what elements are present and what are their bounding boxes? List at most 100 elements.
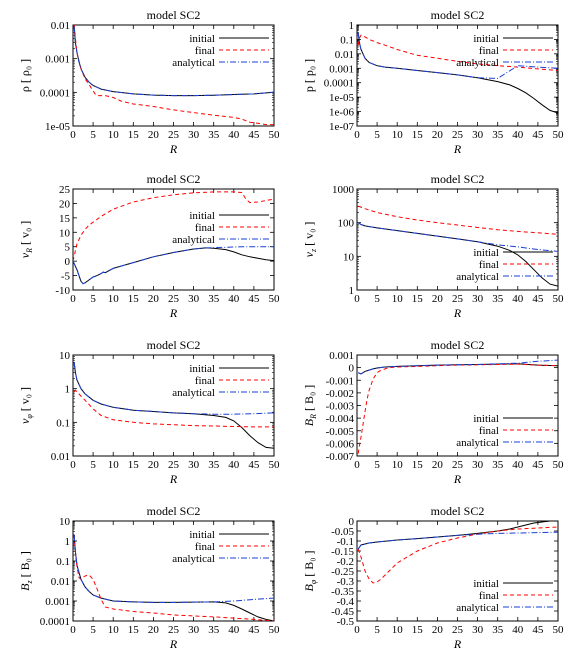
x-tick-label: 0 bbox=[70, 459, 76, 471]
y-tick-label: 0.01 bbox=[51, 451, 70, 463]
x-tick-label: 5 bbox=[374, 459, 380, 471]
legend-label-analytical: analytical bbox=[172, 387, 215, 399]
x-tick-label: 45 bbox=[248, 459, 260, 471]
series-line-initial bbox=[73, 534, 274, 621]
x-tick-label: 45 bbox=[248, 293, 260, 305]
series-line-final bbox=[357, 363, 558, 454]
x-tick-label: 45 bbox=[532, 129, 544, 141]
x-axis-label: R bbox=[453, 306, 462, 320]
y-tick-label: 1 bbox=[349, 20, 355, 32]
x-tick-label: 40 bbox=[228, 293, 240, 305]
series-line-initial bbox=[73, 247, 274, 285]
legend-label-analytical: analytical bbox=[456, 437, 499, 449]
x-tick-label: 30 bbox=[188, 624, 200, 636]
x-tick-label: 25 bbox=[452, 459, 464, 471]
x-tick-label: 35 bbox=[492, 459, 504, 471]
y-tick-label: 0.1 bbox=[56, 417, 70, 429]
y-tick-label: -0.05 bbox=[331, 526, 354, 538]
legend-label-analytical: analytical bbox=[172, 57, 215, 69]
x-tick-label: 0 bbox=[354, 459, 360, 471]
x-tick-label: 35 bbox=[492, 293, 504, 305]
chart-panel-5: model SC2 0 5 10 15 20 25 30 35 40 45 50 0.01 0.1 1 10 R… bbox=[18, 338, 280, 486]
x-tick-label: 20 bbox=[432, 624, 444, 636]
y-tick-label: 0.001 bbox=[45, 596, 70, 608]
y-tick-label: 1e-07 bbox=[329, 121, 355, 133]
y-tick-label: -10 bbox=[55, 285, 70, 297]
x-tick-label: 50 bbox=[553, 459, 565, 471]
series-line-final bbox=[358, 205, 558, 235]
y-tick-label: 0 bbox=[349, 363, 355, 375]
plot-frame bbox=[72, 24, 275, 127]
x-tick-label: 35 bbox=[492, 624, 504, 636]
x-tick-label: 45 bbox=[532, 624, 544, 636]
y-axis-label: ρ [ ρ₀ ] bbox=[18, 59, 32, 92]
x-tick-label: 15 bbox=[412, 459, 424, 471]
x-tick-label: 20 bbox=[148, 129, 160, 141]
x-tick-label: 10 bbox=[392, 129, 404, 141]
x-tick-label: 50 bbox=[269, 459, 281, 471]
y-tick-label: 1 bbox=[349, 285, 355, 297]
y-tick-label: 10 bbox=[59, 516, 71, 528]
series-line-final bbox=[73, 534, 274, 621]
y-tick-label: 1e-05 bbox=[45, 121, 71, 133]
y-tick-label: 0.001 bbox=[45, 54, 70, 66]
x-tick-label: 40 bbox=[228, 459, 240, 471]
x-tick-label: 35 bbox=[208, 293, 220, 305]
series-line-analytical bbox=[73, 534, 274, 603]
x-tick-label: 30 bbox=[188, 459, 200, 471]
y-axis-label: vR [ v₀ ] bbox=[18, 221, 34, 258]
x-tick-label: 20 bbox=[432, 293, 444, 305]
legend-label-initial: initial bbox=[473, 413, 499, 425]
x-tick-label: 0 bbox=[354, 129, 360, 141]
x-axis-label: R bbox=[453, 142, 462, 156]
x-tick-label: 25 bbox=[452, 624, 464, 636]
x-axis-label: R bbox=[169, 142, 178, 156]
x-tick-label: 30 bbox=[188, 129, 200, 141]
x-tick-label: 50 bbox=[553, 293, 565, 305]
legend-label-analytical: analytical bbox=[456, 57, 499, 69]
x-tick-label: 40 bbox=[512, 129, 524, 141]
x-tick-label: 15 bbox=[412, 293, 424, 305]
x-tick-label: 15 bbox=[128, 129, 140, 141]
series-line-final bbox=[73, 25, 274, 126]
y-tick-label: -0.3 bbox=[337, 576, 355, 588]
series-line-analytical bbox=[357, 222, 558, 252]
legend-label-initial: initial bbox=[189, 363, 215, 375]
chart-title: model SC2 bbox=[147, 172, 201, 186]
y-tick-label: 0.0001 bbox=[324, 78, 354, 90]
chart-title: model SC2 bbox=[431, 8, 485, 22]
x-tick-label: 25 bbox=[168, 129, 180, 141]
x-tick-label: 25 bbox=[452, 293, 464, 305]
series-line-final bbox=[73, 389, 274, 428]
x-tick-label: 45 bbox=[248, 129, 260, 141]
x-tick-label: 5 bbox=[90, 293, 96, 305]
y-tick-label: -0.25 bbox=[331, 566, 354, 578]
x-tick-label: 25 bbox=[452, 129, 464, 141]
y-tick-label: 0.01 bbox=[51, 20, 70, 32]
chart-panel-7: model SC2 0 5 10 15 20 25 30 35 40 45 50 0.0001 0.001… bbox=[18, 504, 280, 651]
x-tick-label: 35 bbox=[208, 459, 220, 471]
x-tick-label: 15 bbox=[412, 624, 424, 636]
chart-panel-2: model SC2 0 5 10 15 20 25 30 35 40 45 50 1e-07 1e-06 1… bbox=[302, 8, 564, 156]
x-tick-label: 0 bbox=[70, 129, 76, 141]
x-axis-label: R bbox=[169, 306, 178, 320]
y-tick-label: -0.4 bbox=[337, 596, 355, 608]
x-tick-label: 45 bbox=[248, 624, 260, 636]
x-tick-label: 45 bbox=[532, 459, 544, 471]
x-tick-label: 5 bbox=[90, 459, 96, 471]
chart-title: model SC2 bbox=[431, 172, 485, 186]
legend-label-final: final bbox=[479, 590, 499, 602]
y-tick-label: 0 bbox=[349, 516, 355, 528]
plot-frame bbox=[72, 188, 275, 291]
plot-frame bbox=[356, 520, 559, 622]
chart-title: model SC2 bbox=[431, 504, 485, 518]
plot-frame bbox=[72, 520, 275, 622]
x-tick-label: 20 bbox=[148, 459, 160, 471]
legend-label-final: final bbox=[195, 222, 215, 234]
chart-panel-1: model SC2 0 5 10 15 20 25 30 35 40 45 50 1e-05 0.0001… bbox=[18, 8, 280, 156]
x-tick-label: 10 bbox=[108, 459, 120, 471]
y-axis-label: Bφ [ B₀ ] bbox=[302, 551, 318, 592]
y-tick-label: -0.2 bbox=[337, 556, 354, 568]
legend-label-final: final bbox=[479, 259, 499, 271]
